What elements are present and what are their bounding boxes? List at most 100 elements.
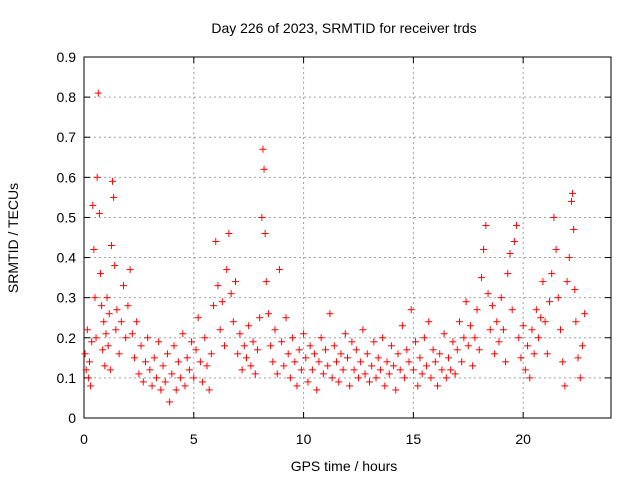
data-point (284, 350, 292, 358)
data-point (282, 314, 290, 322)
data-point (530, 350, 538, 358)
data-point (491, 350, 499, 358)
data-point (359, 326, 367, 334)
data-point (571, 286, 579, 294)
data-point (212, 238, 220, 246)
data-point (390, 362, 398, 370)
data-point (96, 270, 104, 278)
data-point (124, 302, 132, 310)
data-point (372, 374, 380, 382)
x-axis-label: GPS time / hours (291, 458, 398, 474)
data-point (425, 318, 433, 326)
data-point (168, 370, 176, 378)
chart-title: Day 226 of 2023, SRMTID for receiver trd… (211, 20, 476, 36)
data-point (431, 358, 439, 366)
data-point (131, 354, 139, 362)
data-point (546, 298, 554, 306)
data-point (541, 318, 549, 326)
data-point (260, 165, 268, 173)
data-point (466, 322, 474, 330)
x-tick-label: 0 (80, 431, 88, 447)
data-point (286, 374, 294, 382)
data-point (221, 342, 229, 350)
data-point (293, 382, 301, 390)
data-point (330, 342, 338, 350)
data-point (188, 338, 196, 346)
data-point (392, 386, 400, 394)
x-tick-label: 5 (190, 431, 198, 447)
data-point (179, 330, 187, 338)
data-point (447, 366, 455, 374)
data-point (234, 350, 242, 358)
data-point (135, 370, 143, 378)
data-point (442, 374, 450, 382)
data-point (376, 366, 384, 374)
data-point (117, 318, 125, 326)
data-point (462, 298, 470, 306)
data-point (302, 354, 310, 362)
data-point (152, 374, 160, 382)
data-point (311, 350, 319, 358)
data-point (181, 382, 189, 390)
data-point (103, 294, 111, 302)
data-point (102, 330, 110, 338)
data-point (510, 238, 518, 246)
data-point (205, 386, 213, 394)
y-tick-label: 0.5 (57, 209, 77, 225)
data-point (504, 270, 512, 278)
data-point (192, 346, 200, 354)
data-point (98, 302, 106, 310)
tick-labels: 0 0.1 0.2 0.3 0.4 0.5 0.6 0.7 0.8 0.9 0 5 10 15 20 (57, 49, 532, 447)
data-point (532, 306, 540, 314)
data-point (581, 310, 589, 318)
data-point (495, 338, 503, 346)
data-point (289, 334, 297, 342)
data-point (256, 314, 264, 322)
data-point (280, 362, 288, 370)
data-point (99, 346, 107, 354)
data-point (543, 350, 551, 358)
data-point (548, 270, 556, 278)
data-point (141, 358, 149, 366)
data-point (569, 189, 577, 197)
data-point (93, 173, 101, 181)
data-point (344, 354, 351, 362)
data-point (271, 326, 279, 334)
data-point (440, 330, 448, 338)
data-point (261, 229, 269, 237)
data-point (416, 354, 424, 362)
data-point (570, 225, 578, 233)
data-point (159, 362, 167, 370)
data-point (313, 386, 321, 394)
data-point (84, 374, 92, 382)
data-point (506, 250, 514, 258)
y-tick-label: 0.8 (57, 89, 77, 105)
data-point (517, 354, 525, 362)
data-point (107, 242, 115, 250)
data-point (559, 358, 567, 366)
data-point (429, 346, 437, 354)
data-point (394, 350, 402, 358)
data-point (172, 386, 180, 394)
data-point (111, 262, 119, 270)
data-point (264, 310, 272, 318)
data-point (308, 366, 316, 374)
data-point (348, 338, 356, 346)
data-point (354, 374, 362, 382)
data-point (401, 374, 409, 382)
data-point (238, 366, 246, 374)
data-point (493, 318, 501, 326)
data-point (122, 334, 130, 342)
data-point (383, 358, 391, 366)
data-point (346, 382, 354, 390)
data-point (95, 209, 103, 217)
data-point (381, 382, 389, 390)
data-point (258, 213, 266, 221)
data-point (445, 354, 453, 362)
data-point (240, 342, 248, 350)
x-tick-label: 15 (406, 431, 422, 447)
data-point (420, 334, 428, 342)
data-point (150, 354, 158, 362)
data-point (409, 366, 417, 374)
